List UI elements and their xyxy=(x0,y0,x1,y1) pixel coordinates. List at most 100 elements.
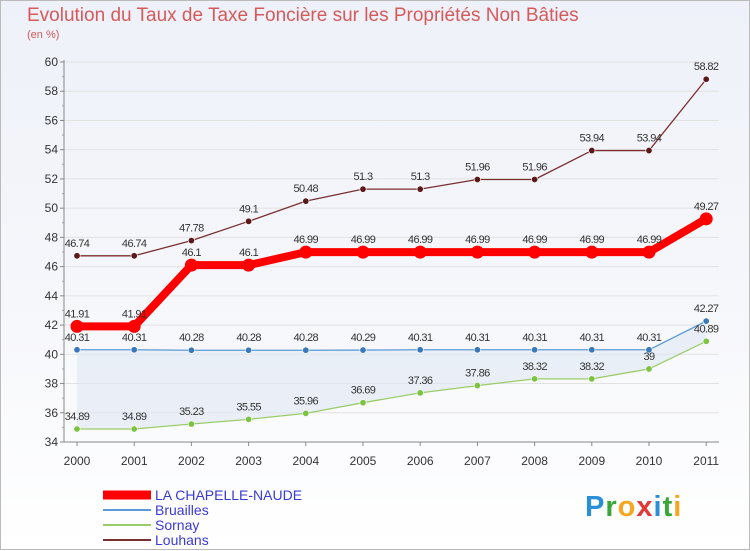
data-label-louhans-2006: 51.3 xyxy=(411,171,430,183)
area-between-bruailles-sornay xyxy=(77,321,707,429)
data-label-la-chapelle-naude-2010: 46.99 xyxy=(637,234,662,246)
data-label-sornay-2010: 39 xyxy=(643,351,655,363)
data-point-la-chapelle-naude-2009 xyxy=(585,245,599,259)
data-label-sornay-2007: 37.86 xyxy=(465,368,490,380)
data-point-louhans-2006 xyxy=(416,185,424,193)
data-point-bruailles-2001 xyxy=(130,346,138,354)
data-point-louhans-2005 xyxy=(359,185,367,193)
data-point-la-chapelle-naude-2003 xyxy=(242,258,256,272)
data-point-sornay-2004 xyxy=(302,409,310,417)
data-point-bruailles-2003 xyxy=(245,346,253,354)
y-tick-label-60: 60 xyxy=(45,55,59,69)
brand-letter: o xyxy=(617,491,637,523)
x-tick-label-2003: 2003 xyxy=(235,454,262,468)
data-point-bruailles-2004 xyxy=(302,346,310,354)
data-label-la-chapelle-naude-2002: 46.1 xyxy=(182,247,201,259)
data-label-la-chapelle-naude-2009: 46.99 xyxy=(580,234,605,246)
data-point-louhans-2001 xyxy=(130,252,138,260)
y-tick-label-34: 34 xyxy=(45,435,59,449)
proxiti-logo: Proxiti xyxy=(585,491,682,524)
brand-letter: i xyxy=(673,491,683,523)
y-tick-label-42: 42 xyxy=(45,318,59,332)
data-label-bruailles-2001: 40.31 xyxy=(122,332,147,344)
brand-letter: P xyxy=(585,491,606,523)
data-label-la-chapelle-naude-2001: 41.91 xyxy=(122,308,147,320)
data-label-la-chapelle-naude-2000: 41.91 xyxy=(65,308,90,320)
data-label-sornay-2003: 35.55 xyxy=(236,401,261,413)
x-tick-label-2009: 2009 xyxy=(578,454,605,468)
series-line-sornay xyxy=(76,340,707,430)
data-label-sornay-2011: 40.89 xyxy=(694,323,719,335)
data-label-louhans-2005: 51.3 xyxy=(353,171,372,183)
data-point-sornay-2009 xyxy=(588,375,596,383)
series-line-louhans xyxy=(76,78,707,257)
y-tick-label-40: 40 xyxy=(45,347,59,361)
series-line-la-chapelle-naude xyxy=(73,214,711,331)
data-label-bruailles-2000: 40.31 xyxy=(65,332,90,344)
data-label-la-chapelle-naude-2004: 46.99 xyxy=(294,234,319,246)
brand-letter: r xyxy=(605,491,618,523)
y-tick-label-52: 52 xyxy=(45,172,59,186)
data-label-bruailles-2007: 40.31 xyxy=(465,332,490,344)
brand-letter: x xyxy=(636,491,654,523)
data-label-louhans-2009: 53.94 xyxy=(580,133,605,145)
data-point-la-chapelle-naude-2005 xyxy=(356,245,370,259)
x-tick-label-2011: 2011 xyxy=(693,454,719,468)
x-tick-label-2008: 2008 xyxy=(521,454,548,468)
data-point-bruailles-2002 xyxy=(187,346,195,354)
y-tick-label-50: 50 xyxy=(45,201,59,215)
data-label-la-chapelle-naude-2007: 46.99 xyxy=(465,234,490,246)
data-label-bruailles-2005: 40.29 xyxy=(351,332,376,344)
x-tick-label-2005: 2005 xyxy=(350,454,377,468)
data-point-la-chapelle-naude-2004 xyxy=(299,245,313,259)
data-point-bruailles-2011 xyxy=(702,317,710,325)
data-point-louhans-2008 xyxy=(531,176,539,184)
data-point-bruailles-2007 xyxy=(473,346,481,354)
data-label-sornay-2008: 38.32 xyxy=(522,361,547,373)
data-point-sornay-2006 xyxy=(416,389,424,397)
data-label-louhans-2002: 47.78 xyxy=(179,223,204,235)
data-point-bruailles-2010 xyxy=(645,346,653,354)
legend-label-1: Bruailles xyxy=(155,502,209,518)
data-point-la-chapelle-naude-2008 xyxy=(528,245,542,259)
data-point-sornay-2008 xyxy=(531,375,539,383)
brand-letter: i xyxy=(653,491,663,523)
y-tick-label-56: 56 xyxy=(45,113,59,127)
data-point-la-chapelle-naude-2001 xyxy=(127,319,141,333)
chart-title: Evolution du Taux de Taxe Foncière sur l… xyxy=(27,5,579,26)
x-tick-label-2001: 2001 xyxy=(121,454,148,468)
x-tick-label-2007: 2007 xyxy=(464,454,491,468)
data-label-bruailles-2002: 40.28 xyxy=(179,332,204,344)
data-point-louhans-2003 xyxy=(245,217,253,225)
data-point-louhans-2000 xyxy=(73,252,81,260)
data-label-louhans-2011: 58.82 xyxy=(694,61,719,73)
data-label-sornay-2004: 35.96 xyxy=(294,395,319,407)
data-point-la-chapelle-naude-2007 xyxy=(470,245,484,259)
data-label-bruailles-2003: 40.28 xyxy=(236,332,261,344)
data-label-sornay-2005: 36.69 xyxy=(351,385,376,397)
data-label-louhans-2001: 46.74 xyxy=(122,238,147,250)
data-point-la-chapelle-naude-2010 xyxy=(642,245,656,259)
data-point-la-chapelle-naude-2002 xyxy=(184,258,198,272)
data-label-louhans-2010: 53.94 xyxy=(637,133,662,145)
data-point-louhans-2007 xyxy=(473,176,481,184)
data-label-bruailles-2011: 42.27 xyxy=(694,303,719,315)
data-point-bruailles-2005 xyxy=(359,346,367,354)
data-label-sornay-2006: 37.36 xyxy=(408,375,433,387)
legend-label-3: Louhans xyxy=(155,532,209,548)
data-point-bruailles-2006 xyxy=(416,346,424,354)
y-tick-label-58: 58 xyxy=(45,84,59,98)
data-label-bruailles-2008: 40.31 xyxy=(522,332,547,344)
data-point-bruailles-2009 xyxy=(588,346,596,354)
data-point-sornay-2000 xyxy=(73,425,81,433)
data-label-bruailles-2004: 40.28 xyxy=(294,332,319,344)
y-tick-label-54: 54 xyxy=(45,143,59,157)
data-label-louhans-2003: 49.1 xyxy=(239,203,258,215)
data-label-sornay-2002: 35.23 xyxy=(179,406,204,418)
data-label-sornay-2009: 38.32 xyxy=(580,361,605,373)
data-point-la-chapelle-naude-2000 xyxy=(70,319,84,333)
x-tick-label-2002: 2002 xyxy=(178,454,205,468)
y-axis-unit: (en %) xyxy=(27,29,60,41)
